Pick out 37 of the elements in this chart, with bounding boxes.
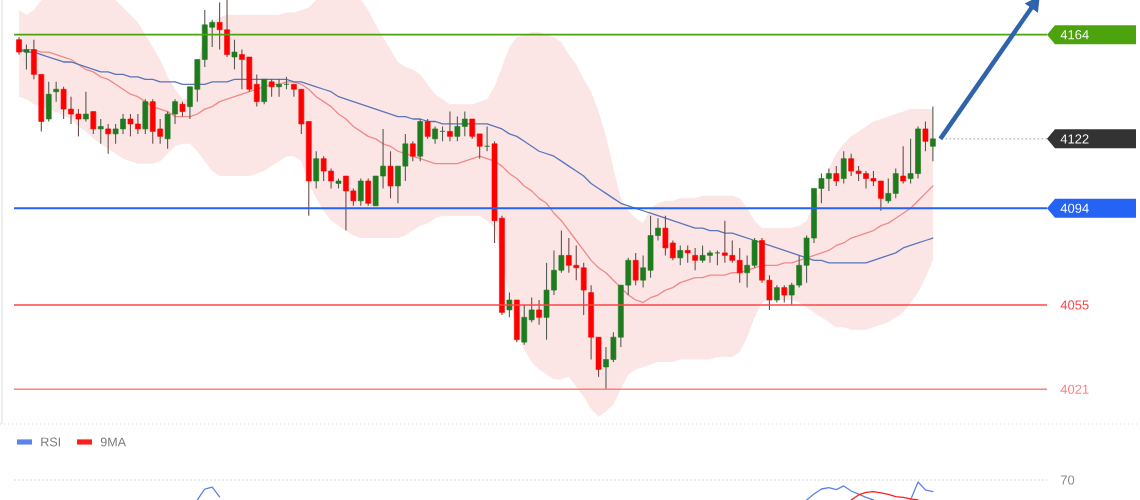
- candlestick: [231, 39, 238, 70]
- candlestick: [276, 78, 282, 98]
- candlestick: [930, 106, 936, 162]
- candlestick: [900, 145, 906, 185]
- candlestick: [692, 247, 698, 271]
- y-tick-label: 4094: [1060, 203, 1089, 213]
- candlestick: [83, 91, 89, 123]
- candlestick: [261, 78, 268, 105]
- candlestick: [885, 177, 892, 204]
- legend-label: RSI: [41, 437, 61, 447]
- candlestick: [424, 118, 431, 140]
- y-tick-label: 4164: [1060, 30, 1089, 40]
- candlestick: [409, 140, 416, 162]
- candlestick: [833, 165, 840, 187]
- candlestick: [313, 150, 320, 189]
- candlestick: [580, 262, 587, 316]
- candlestick: [632, 252, 639, 286]
- text: 70: [1060, 475, 1075, 485]
- candlestick: [105, 123, 111, 155]
- y-tick-label: 4021: [1060, 384, 1089, 394]
- candlestick: [53, 81, 59, 103]
- text: 4122: [1060, 134, 1089, 144]
- candlestick: [365, 177, 372, 207]
- candlestick: [922, 120, 929, 152]
- candlestick: [892, 168, 899, 199]
- y-tick-label: 4055: [1060, 300, 1089, 310]
- candlestick: [357, 177, 364, 207]
- candlestick: [90, 111, 97, 135]
- candlestick: [23, 44, 30, 70]
- candlestick: [97, 118, 104, 145]
- candlestick: [387, 150, 394, 199]
- candlestick: [840, 150, 847, 185]
- candlestick: [677, 244, 684, 266]
- candlestick: [736, 247, 743, 284]
- legend-label: 9MA: [100, 437, 127, 447]
- candlestick: [536, 299, 542, 326]
- candlestick: [447, 111, 453, 142]
